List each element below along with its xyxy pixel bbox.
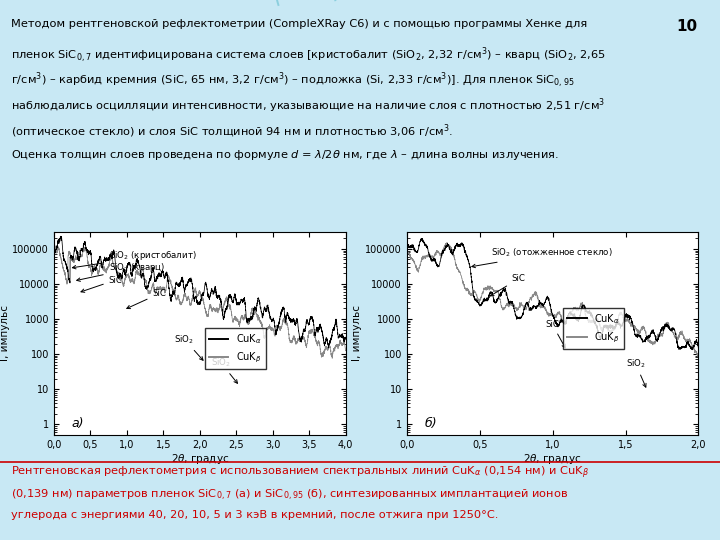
Text: Оценка толщин слоев проведена по формуле $d$ = $\lambda$/2$\theta$ нм, где $\lam: Оценка толщин слоев проведена по формуле… [11, 148, 559, 163]
Text: Рентгеновская рефлектометрия с использованием спектральных линий CuK$_\alpha$ (0: Рентгеновская рефлектометрия с использов… [11, 465, 589, 481]
Text: SiO$_2$ (кристобалит): SiO$_2$ (кристобалит) [73, 249, 197, 269]
Y-axis label: I, импульс: I, импульс [0, 306, 9, 361]
Text: 10: 10 [676, 19, 697, 34]
Text: SiC: SiC [490, 274, 526, 296]
Text: (0,139 нм) параметров пленок SiC$_{0,7}$ (а) и SiC$_{0,95}$ (б), синтезированных: (0,139 нм) параметров пленок SiC$_{0,7}$… [11, 488, 568, 503]
Text: г/см$^3$) – карбид кремния (SiC, 65 нм, 3,2 г/см$^3$) – подложка (Si, 2,33 г/см$: г/см$^3$) – карбид кремния (SiC, 65 нм, … [11, 71, 575, 90]
Text: SiO$_2$ (отожженное стекло): SiO$_2$ (отожженное стекло) [472, 246, 613, 268]
Legend: CuK$_\alpha$, CuK$_\beta$: CuK$_\alpha$, CuK$_\beta$ [204, 328, 266, 369]
Text: SiC: SiC [81, 275, 122, 292]
Text: наблюдались осцилляции интенсивности, указывающие на наличие слоя с плотностью 2: наблюдались осцилляции интенсивности, ук… [11, 97, 605, 115]
Text: б): б) [424, 416, 437, 430]
Y-axis label: I, импульс: I, импульс [352, 306, 362, 361]
Text: а): а) [71, 416, 84, 430]
Text: SiO$_2$: SiO$_2$ [211, 356, 238, 383]
X-axis label: 2$\theta$, градус: 2$\theta$, градус [171, 453, 229, 467]
Text: SiO$_2$: SiO$_2$ [626, 357, 646, 387]
Text: Методом рентгеновской рефлектометрии (CompleXRay C6) и с помощью программы Хенке: Методом рентгеновской рефлектометрии (Co… [11, 19, 587, 29]
Legend: CuK$_\alpha$, CuK$_\beta$: CuK$_\alpha$, CuK$_\beta$ [563, 308, 624, 349]
Text: (оптическое стекло) и слоя SiC толщиной 94 нм и плотностью 3,06 г/см$^3$.: (оптическое стекло) и слоя SiC толщиной … [11, 123, 453, 140]
Text: углерода с энергиями 40, 20, 10, 5 и 3 кэВ в кремний, после отжига при 1250°С.: углерода с энергиями 40, 20, 10, 5 и 3 к… [11, 510, 498, 521]
Text: SiO$_2$: SiO$_2$ [174, 333, 203, 360]
Text: SiO$_2$ (кварц): SiO$_2$ (кварц) [77, 261, 165, 281]
Text: SiC: SiC [545, 320, 565, 348]
Text: SiC: SiC [127, 289, 166, 308]
Text: пленок SiC$_{0,7}$ идентифицирована система слоев [кристобалит (SiO$_2$, 2,32 г/: пленок SiC$_{0,7}$ идентифицирована сист… [11, 45, 606, 64]
X-axis label: 2$\theta$, градус: 2$\theta$, градус [523, 453, 582, 467]
